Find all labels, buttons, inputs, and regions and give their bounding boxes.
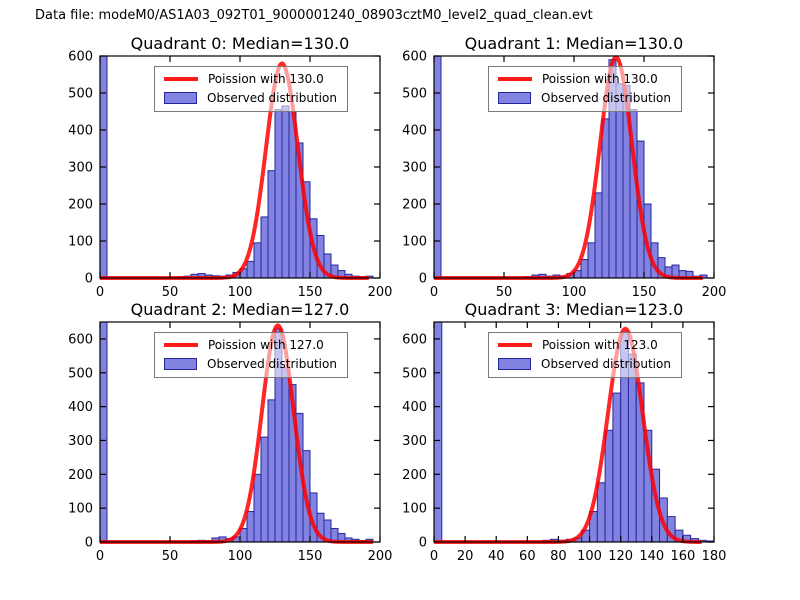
- quadrant-1-subplot: Quadrant 1: Median=130.0 0 50 100 150 200 0 10…: [402, 34, 726, 300]
- svg-text:0: 0: [419, 536, 427, 551]
- poisson-curve-swatch-icon: [498, 77, 532, 81]
- svg-text:150: 150: [298, 285, 323, 300]
- poisson-curve-swatch-icon: [164, 343, 198, 347]
- quadrant-0-subplot: Quadrant 0: Median=130.0 0 50 100 150 200 0 10…: [68, 34, 392, 300]
- svg-text:200: 200: [68, 198, 93, 213]
- poisson-curve-swatch-icon: [498, 343, 532, 347]
- svg-text:100: 100: [402, 235, 427, 250]
- quadrant-0-legend: Poission with 130.0 Observed distributio…: [154, 66, 348, 112]
- observed-histogram-label: Observed distribution: [541, 91, 671, 105]
- svg-text:60: 60: [519, 549, 536, 564]
- svg-text:400: 400: [68, 400, 93, 415]
- svg-text:100: 100: [228, 285, 253, 300]
- observed-histogram-swatch-icon: [164, 358, 197, 370]
- quadrant-1-title: Quadrant 1: Median=130.0: [464, 34, 684, 53]
- svg-text:400: 400: [402, 400, 427, 415]
- svg-text:100: 100: [402, 502, 427, 517]
- poisson-curve-label: Poission with 123.0: [542, 338, 658, 352]
- svg-text:500: 500: [68, 366, 93, 381]
- svg-text:0: 0: [85, 272, 93, 287]
- svg-text:200: 200: [368, 549, 393, 564]
- svg-text:500: 500: [402, 366, 427, 381]
- svg-text:0: 0: [85, 536, 93, 551]
- svg-text:150: 150: [632, 285, 657, 300]
- svg-text:500: 500: [402, 87, 427, 102]
- svg-text:0: 0: [430, 549, 438, 564]
- svg-text:600: 600: [68, 50, 93, 65]
- svg-text:0: 0: [96, 549, 104, 564]
- svg-text:100: 100: [68, 235, 93, 250]
- legend-item-poisson: Poission with 127.0: [164, 338, 337, 352]
- svg-text:20: 20: [457, 549, 474, 564]
- svg-text:400: 400: [402, 124, 427, 139]
- svg-text:300: 300: [68, 161, 93, 176]
- svg-text:0: 0: [430, 285, 438, 300]
- observed-histogram-label: Observed distribution: [207, 91, 337, 105]
- observed-histogram-swatch-icon: [498, 92, 531, 104]
- svg-text:40: 40: [488, 549, 505, 564]
- observed-histogram-swatch-icon: [164, 92, 197, 104]
- quadrant-2-legend: Poission with 127.0 Observed distributio…: [154, 332, 348, 378]
- legend-item-observed: Observed distribution: [498, 357, 671, 371]
- legend-item-poisson: Poission with 130.0: [164, 72, 337, 86]
- svg-text:600: 600: [402, 332, 427, 347]
- svg-text:600: 600: [402, 50, 427, 65]
- svg-text:300: 300: [402, 434, 427, 449]
- figure-title: Data file: modeM0/AS1A03_092T01_90000012…: [35, 8, 593, 23]
- poisson-curve-label: Poission with 127.0: [208, 338, 324, 352]
- svg-text:200: 200: [702, 285, 727, 300]
- svg-text:50: 50: [162, 549, 179, 564]
- quadrant-3-legend: Poission with 123.0 Observed distributio…: [488, 332, 682, 378]
- svg-text:150: 150: [298, 549, 323, 564]
- quadrant-2-plot-canvas: 0 50 100 150 200 0 100 200 300 400 500 600: [68, 321, 392, 564]
- observed-histogram-swatch-icon: [498, 358, 531, 370]
- svg-text:0: 0: [419, 272, 427, 287]
- observed-histogram-label: Observed distribution: [207, 357, 337, 371]
- observed-histogram-label: Observed distribution: [541, 357, 671, 371]
- legend-item-poisson: Poission with 123.0: [498, 338, 671, 352]
- svg-text:200: 200: [402, 198, 427, 213]
- quadrant-3-subplot: Quadrant 3: Median=123.0 0 20 40 60 80 100 120…: [402, 300, 726, 564]
- svg-text:140: 140: [639, 549, 664, 564]
- svg-text:200: 200: [368, 285, 393, 300]
- poisson-curve-label: Poission with 130.0: [542, 72, 658, 86]
- legend-item-observed: Observed distribution: [498, 91, 671, 105]
- quadrant-0-plot-canvas: 0 50 100 150 200 0 100 200 300 400 500 600: [68, 50, 392, 301]
- poisson-curve-label: Poission with 130.0: [208, 72, 324, 86]
- svg-text:50: 50: [496, 285, 513, 300]
- svg-text:200: 200: [68, 468, 93, 483]
- svg-text:600: 600: [68, 332, 93, 347]
- quadrant-1-legend: Poission with 130.0 Observed distributio…: [488, 66, 682, 112]
- quadrant-0-title: Quadrant 0: Median=130.0: [130, 34, 350, 53]
- svg-text:100: 100: [562, 285, 587, 300]
- quadrant-3-title: Quadrant 3: Median=123.0: [464, 300, 684, 319]
- quadrant-2-title: Quadrant 2: Median=127.0: [130, 300, 350, 319]
- svg-text:120: 120: [608, 549, 633, 564]
- svg-text:200: 200: [402, 468, 427, 483]
- quadrant-2-subplot: Quadrant 2: Median=127.0 0 50 100 150 200 0 10…: [68, 300, 392, 564]
- svg-text:50: 50: [162, 285, 179, 300]
- legend-item-poisson: Poission with 130.0: [498, 72, 671, 86]
- svg-text:0: 0: [96, 285, 104, 300]
- svg-text:400: 400: [68, 124, 93, 139]
- poisson-curve-swatch-icon: [164, 77, 198, 81]
- svg-text:100: 100: [228, 549, 253, 564]
- svg-text:80: 80: [550, 549, 567, 564]
- svg-text:500: 500: [68, 87, 93, 102]
- legend-item-observed: Observed distribution: [164, 91, 337, 105]
- svg-text:100: 100: [577, 549, 602, 564]
- svg-text:300: 300: [68, 434, 93, 449]
- svg-text:300: 300: [402, 161, 427, 176]
- svg-text:100: 100: [68, 502, 93, 517]
- legend-item-observed: Observed distribution: [164, 357, 337, 371]
- quadrant-3-plot-canvas: 0 20 40 60 80 100 120 140 160 180 0 100 200 300 400 500…: [402, 321, 726, 564]
- svg-text:180: 180: [702, 549, 727, 564]
- svg-text:160: 160: [670, 549, 695, 564]
